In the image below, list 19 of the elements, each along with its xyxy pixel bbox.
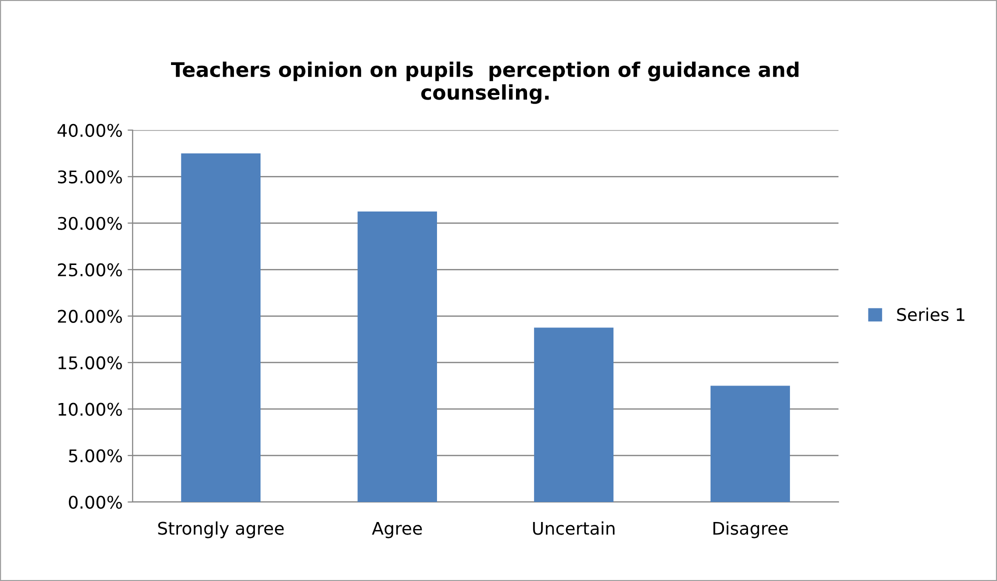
y-tick-label: 35.00% — [58, 170, 122, 184]
x-tick-label: Strongly agree — [158, 521, 284, 538]
bar — [534, 328, 614, 502]
y-tick-label: 15.00% — [58, 356, 122, 370]
bar — [710, 386, 790, 502]
x-tick-label: Agree — [372, 522, 422, 538]
y-tick-label: 20.00% — [58, 310, 122, 323]
x-tick-label: Uncertain — [533, 521, 614, 535]
x-tick-label: Disagree — [713, 521, 788, 538]
y-tick-label: 25.00% — [58, 263, 122, 276]
y-tick-label: 5.00% — [69, 449, 122, 462]
bar — [358, 211, 438, 502]
y-tick-label: 40.00% — [58, 124, 122, 137]
legend-label: Series 1 — [897, 308, 964, 322]
chart-title: Teachers opinion on pupils perception of guidance and counseling. — [171, 62, 798, 104]
bar — [181, 153, 261, 502]
y-tick-label: 10.00% — [58, 402, 122, 416]
y-tick-label: 30.00% — [58, 216, 122, 230]
y-tick-label: 0.00% — [68, 496, 122, 509]
